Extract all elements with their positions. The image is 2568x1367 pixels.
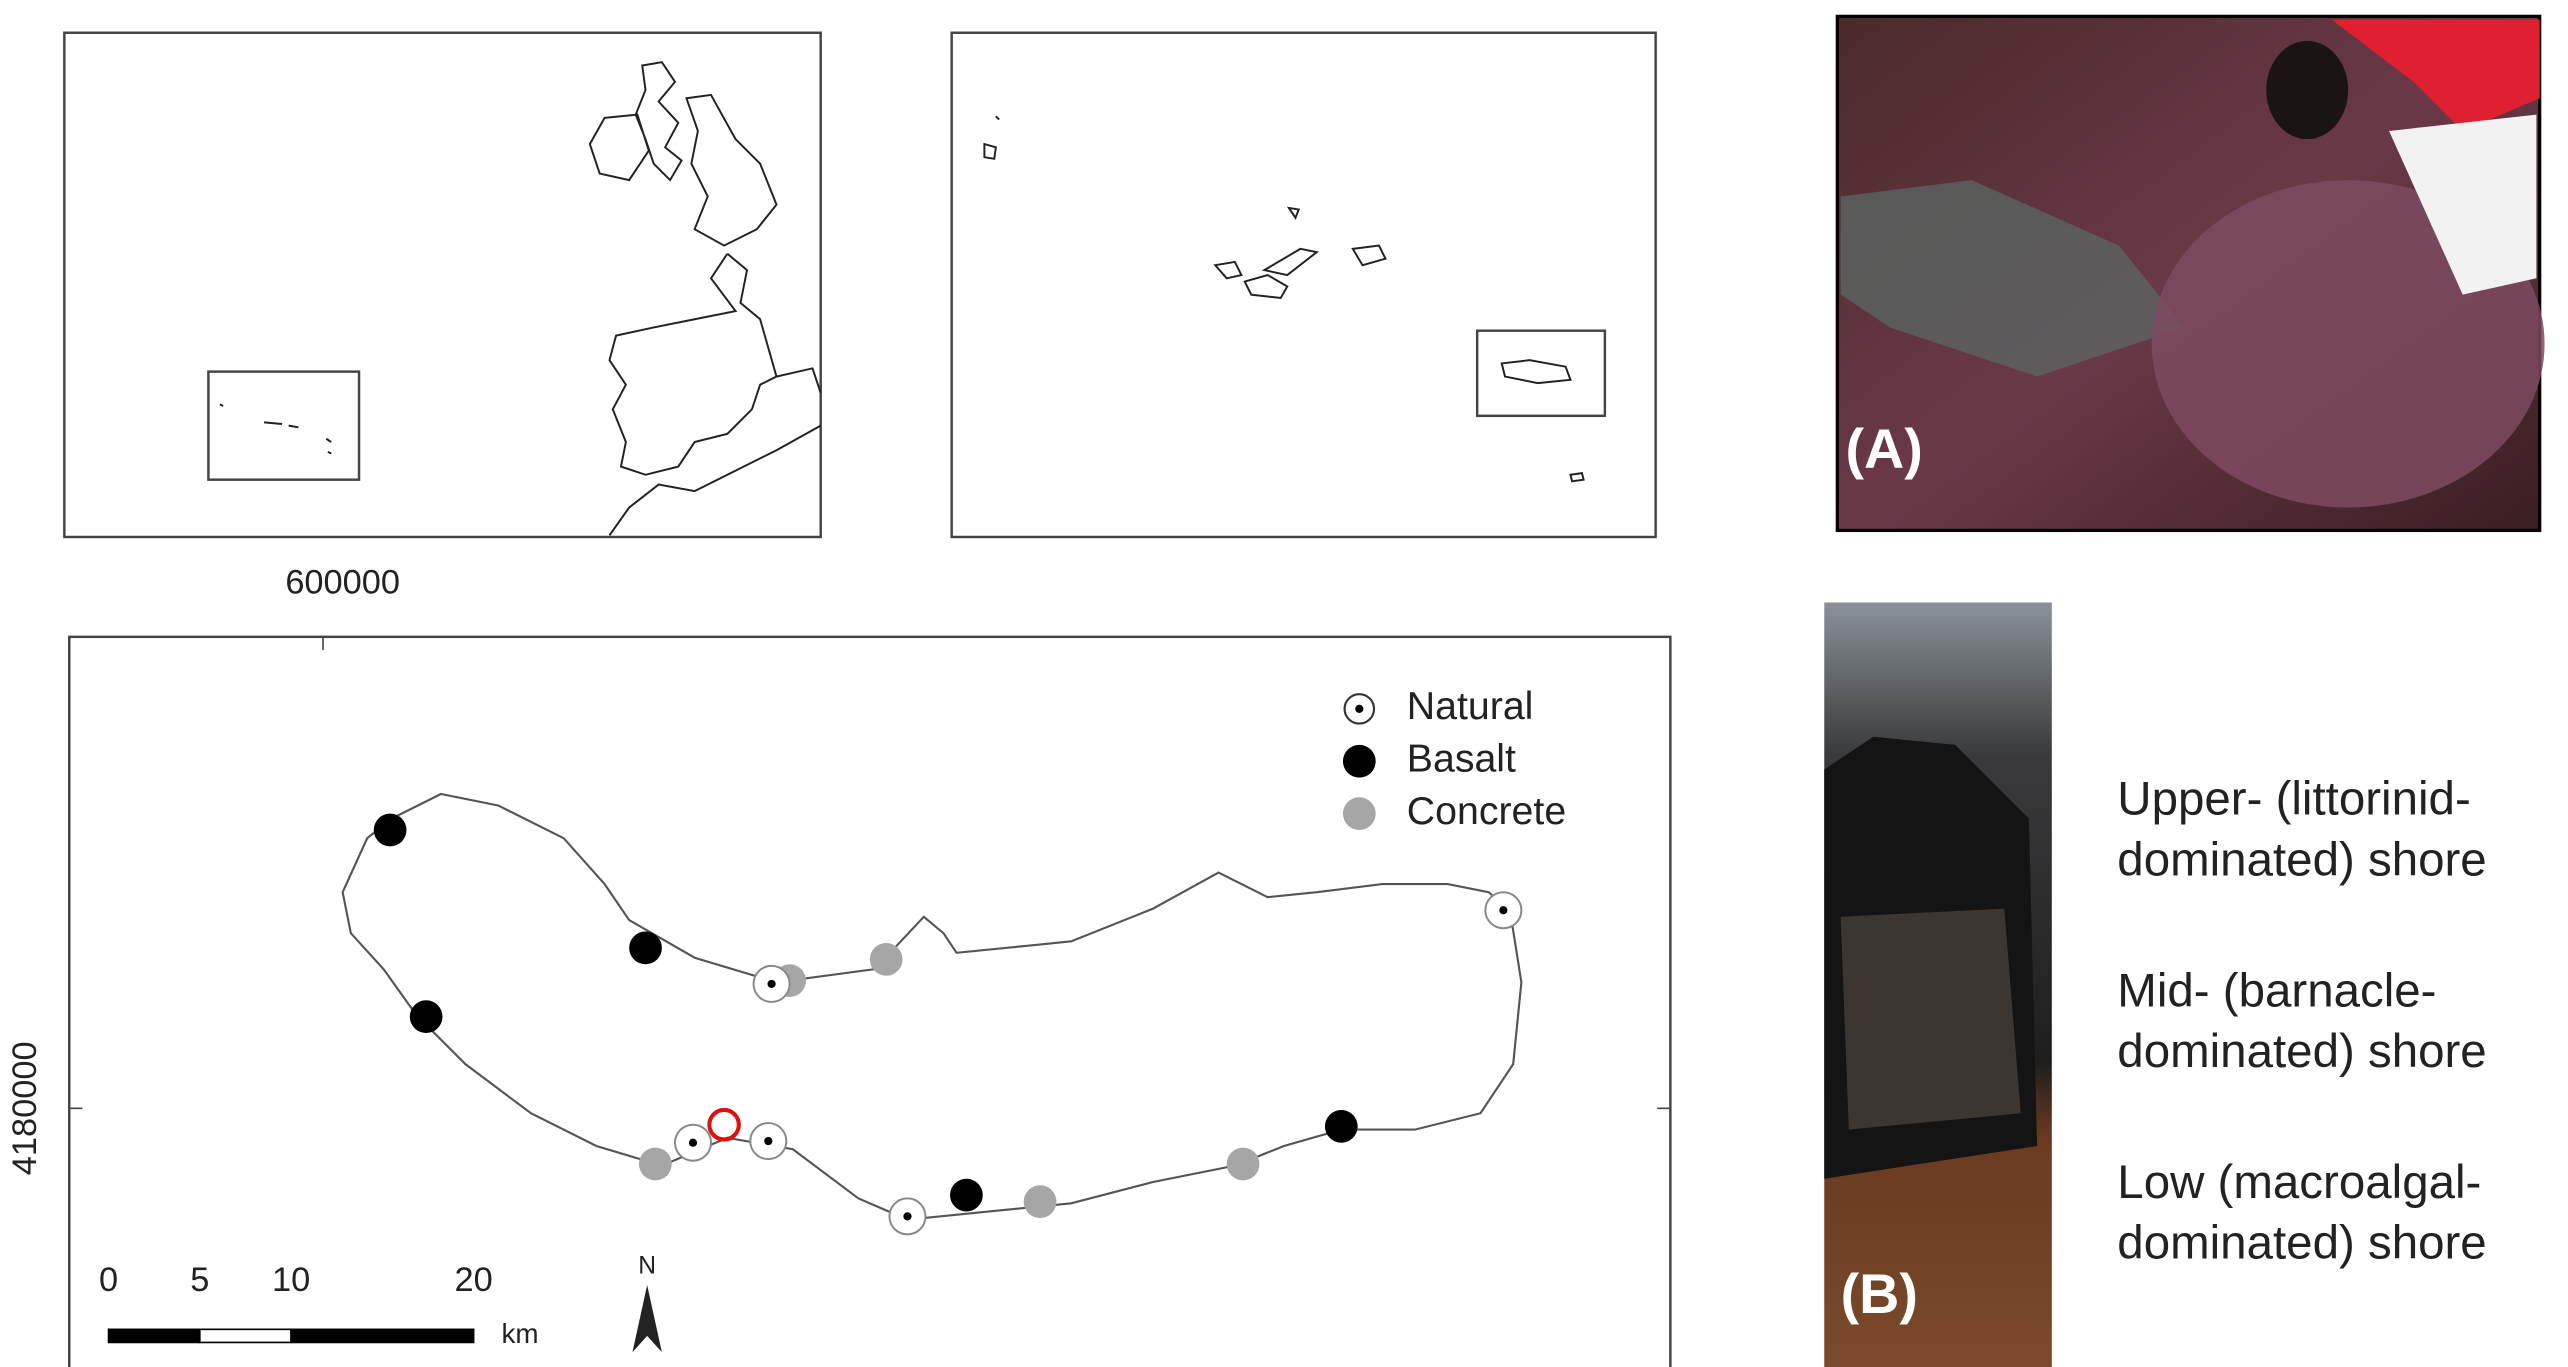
inset-box — [1477, 331, 1605, 416]
concrete-site — [639, 1148, 672, 1181]
natural-site-dots — [689, 906, 1508, 1220]
legend-label: Basalt — [1407, 737, 1516, 781]
concrete-site — [1024, 1185, 1057, 1218]
north-arrow — [632, 1285, 661, 1352]
legend-label: Natural — [1407, 684, 1534, 728]
shore-zone-label: dominated) shore — [2117, 1025, 2486, 1078]
legend: Natural Basalt Concrete — [1343, 684, 1566, 833]
page: 600000 4180000 Natural Basalt Concrete 0… — [0, 0, 2568, 1367]
shore-zone-label: dominated) shore — [2117, 1216, 2486, 1269]
azores-small — [220, 404, 331, 453]
concrete-site — [870, 943, 903, 976]
basalt-site — [374, 814, 407, 847]
figure: 600000 4180000 Natural Basalt Concrete 0… — [0, 0, 2568, 1367]
concrete-site — [1227, 1148, 1260, 1181]
basalt-site — [950, 1179, 983, 1212]
basalt-site — [1325, 1110, 1358, 1143]
scale-bar: 0 5 10 20 km — [99, 1261, 539, 1349]
photo-b-label: (B) — [1841, 1263, 1918, 1325]
shore-zones: Upper- (littorinid-dominated) shore Mid- … — [2117, 773, 2486, 1270]
natural-sites — [675, 892, 1521, 1234]
europe-map-frame — [64, 33, 820, 537]
azores-islands — [984, 116, 1583, 481]
legend-label: Concrete — [1407, 789, 1566, 833]
scale-label: 10 — [272, 1261, 310, 1299]
scale-segment — [291, 1329, 474, 1342]
basalt-site — [410, 1000, 443, 1033]
photo-a: (A) — [1837, 16, 2544, 530]
highlight-site — [709, 1110, 738, 1139]
scale-unit: km — [501, 1318, 538, 1349]
photo-a-label: (A) — [1846, 418, 1923, 480]
legend-natural-dot — [1355, 705, 1363, 713]
photo-b: (B) — [1824, 602, 2052, 1367]
shore-zone-label: Upper- (littorinid- — [2117, 773, 2470, 826]
basalt-site — [629, 932, 662, 965]
north-label: N — [638, 1253, 656, 1280]
scale-label: 0 — [99, 1261, 118, 1299]
shore-zone-label: Mid- (barnacle- — [2117, 964, 2436, 1017]
azores-map-frame — [952, 33, 1656, 537]
legend-concrete-symbol — [1343, 797, 1376, 830]
sites — [374, 814, 1522, 1235]
scale-label: 5 — [190, 1261, 209, 1299]
scale-segment — [200, 1329, 291, 1342]
scale-segment — [109, 1329, 200, 1342]
scale-label: 20 — [455, 1261, 493, 1299]
inset-box — [208, 372, 359, 480]
legend-basalt-symbol — [1343, 745, 1376, 778]
y-coordinate-label: 4180000 — [6, 1041, 44, 1175]
island-coast — [343, 794, 1522, 1220]
shore-zone-label: dominated) shore — [2117, 833, 2486, 886]
europe-coast — [590, 62, 821, 535]
shore-zone-label: Low (macroalgal- — [2117, 1156, 2481, 1209]
x-coordinate-label: 600000 — [285, 564, 400, 602]
